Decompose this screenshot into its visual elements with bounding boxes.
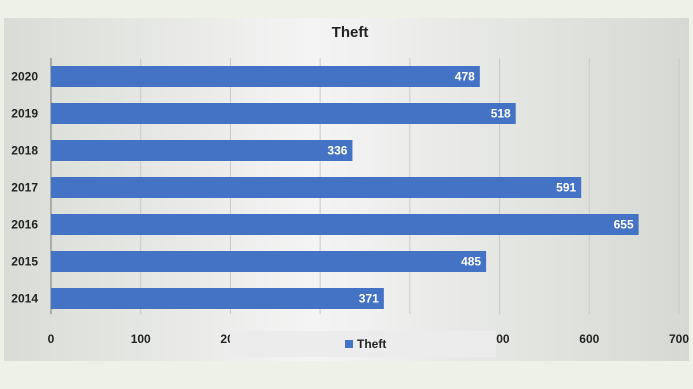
bar-value-label: 336 [327,144,347,158]
bar [51,177,582,198]
category-label: 2015 [11,255,38,269]
bar-value-label: 591 [556,181,576,195]
category-labels: 2020 2019 2018 2017 2016 2015 2014 [11,70,38,306]
bar [51,214,639,235]
bar-value-label: 485 [461,255,481,269]
category-label: 2016 [11,218,38,232]
x-tick-label: 700 [669,332,689,346]
category-label: 2017 [11,181,38,195]
category-label: 2018 [11,144,38,158]
chart-title: Theft [332,24,369,41]
bar [51,66,480,87]
x-tick-label: 100 [131,332,151,346]
x-tick-label: 600 [579,332,599,346]
bar [51,103,516,124]
bar-value-label: 478 [455,70,475,84]
x-tick-label: 0 [48,332,55,346]
bar-value-label: 655 [614,218,634,232]
bars: 478 518 336 591 655 485 371 [51,66,639,309]
category-label: 2020 [11,70,38,84]
legend-swatch [345,340,353,348]
legend-label: Theft [357,337,386,351]
bar [51,251,487,272]
bar-value-label: 371 [359,292,379,306]
category-label: 2019 [11,107,38,121]
category-label: 2014 [11,292,38,306]
bar [51,140,353,161]
bar [51,288,384,309]
legend-background [230,331,496,357]
bar-value-label: 518 [491,107,511,121]
